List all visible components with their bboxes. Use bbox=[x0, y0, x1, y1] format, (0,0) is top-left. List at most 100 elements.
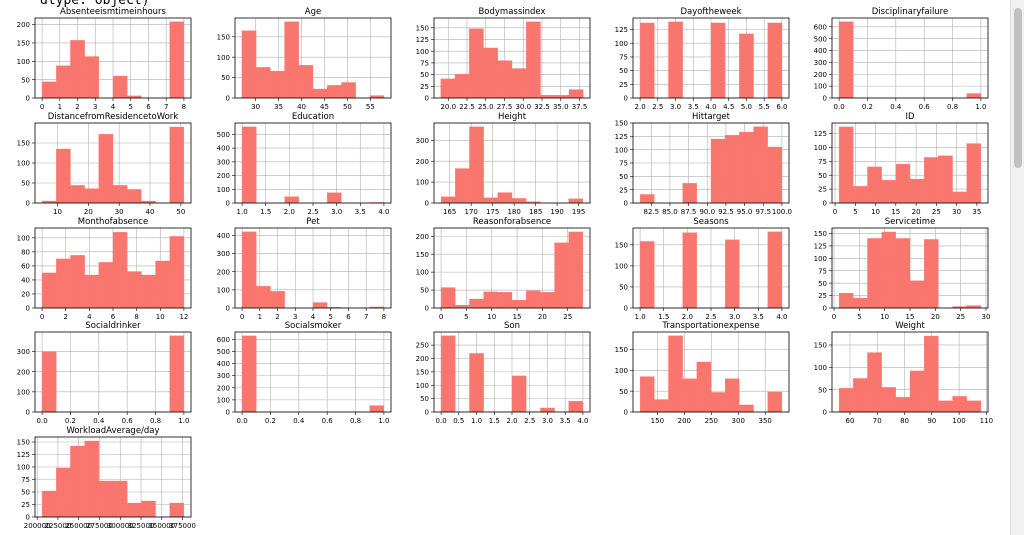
plot-frame bbox=[34, 436, 192, 518]
scrollbar-thumb[interactable] bbox=[1014, 8, 1022, 168]
x-tick-label: 0.0 bbox=[37, 417, 48, 425]
y-tick-label: 0 bbox=[226, 409, 230, 417]
histogram-bar bbox=[56, 467, 71, 518]
y-tick-label: 50 bbox=[420, 395, 429, 403]
x-tick-label: 25 bbox=[932, 208, 941, 216]
y-tick-label: 25 bbox=[818, 292, 827, 300]
x-tick-label: 3.0 bbox=[670, 103, 681, 111]
histogram-bar bbox=[56, 258, 71, 309]
x-tick-label: 200000 bbox=[24, 522, 51, 530]
histogram-bar bbox=[84, 188, 99, 204]
x-tick-label: 325000 bbox=[128, 522, 155, 530]
histogram-bar bbox=[767, 22, 783, 99]
histogram-bar bbox=[767, 146, 783, 204]
y-tick-label: 100 bbox=[615, 262, 628, 270]
y-tick-label: 50 bbox=[818, 280, 827, 288]
y-tick-label: 200 bbox=[17, 368, 30, 376]
x-tick-label: 30 bbox=[952, 208, 961, 216]
histogram-bar bbox=[838, 292, 854, 309]
x-tick-label: 6.0 bbox=[776, 103, 787, 111]
y-tick-label: 0 bbox=[425, 200, 429, 208]
y-tick-label: 100 bbox=[814, 144, 827, 152]
histogram-bar bbox=[526, 21, 541, 99]
y-tick-label: 100 bbox=[217, 54, 230, 62]
x-tick-label: 2.0 bbox=[284, 208, 295, 216]
y-tick-label: 25 bbox=[619, 81, 628, 89]
y-tick-label: 150 bbox=[17, 40, 30, 48]
y-tick-label: 300 bbox=[217, 250, 230, 258]
chart-title: Pet bbox=[306, 217, 320, 227]
x-tick-label: 0.2 bbox=[65, 417, 76, 425]
histogram-bar bbox=[312, 302, 328, 309]
y-tick-label: 80 bbox=[21, 248, 30, 256]
x-tick-label: 0.4 bbox=[293, 417, 305, 425]
vertical-scrollbar[interactable] bbox=[1010, 0, 1024, 535]
x-tick-label: 60 bbox=[846, 417, 855, 425]
x-tick-label: 1.5 bbox=[658, 313, 669, 321]
histogram-pet: 0 100 200 300 400 0 1 2 3 4 5 6 7 8 Pet bbox=[217, 217, 392, 321]
histogram-bar bbox=[241, 231, 257, 309]
y-tick-label: 125 bbox=[416, 36, 429, 44]
x-tick-label: 1 bbox=[58, 103, 62, 111]
y-tick-label: 150 bbox=[814, 230, 827, 238]
y-tick-label: 50 bbox=[21, 76, 30, 84]
y-tick-label: 100 bbox=[814, 255, 827, 263]
x-tick-label: 0.0 bbox=[237, 417, 248, 425]
plot-frame bbox=[433, 227, 591, 309]
x-tick-label: 97.5 bbox=[755, 208, 771, 216]
histogram-bar bbox=[895, 163, 911, 204]
x-tick-label: 35 bbox=[972, 208, 981, 216]
y-tick-label: 0 bbox=[26, 305, 30, 313]
plot-area bbox=[35, 332, 191, 412]
y-tick-label: 100 bbox=[416, 269, 429, 277]
histogram-bar bbox=[867, 238, 882, 309]
x-tick-label: 1.5 bbox=[260, 208, 271, 216]
x-tick-label: 27.5 bbox=[497, 103, 513, 111]
x-tick-label: 0.6 bbox=[122, 417, 134, 425]
histogram-bar bbox=[454, 73, 470, 99]
plot-area bbox=[235, 332, 391, 412]
plot-frame bbox=[831, 17, 989, 99]
x-tick-label: 40 bbox=[297, 103, 306, 111]
y-tick-label: 150 bbox=[217, 33, 230, 41]
histogram-bar bbox=[739, 404, 754, 413]
histogram-bar bbox=[952, 396, 967, 413]
x-tick-label: 20 bbox=[912, 208, 921, 216]
histogram-bar bbox=[725, 239, 740, 309]
histogram-bar bbox=[112, 75, 128, 99]
histogram-servicetime: 0 25 50 75 100 125 150 0 5 10 15 20 25 30 Servicetime bbox=[814, 217, 991, 321]
x-tick-label: 80 bbox=[900, 417, 909, 425]
histogram-bar bbox=[497, 192, 513, 204]
x-tick-label: 0.8 bbox=[350, 417, 361, 425]
histogram-bar bbox=[98, 480, 114, 518]
y-tick-label: 600 bbox=[217, 336, 230, 344]
histogram-bar bbox=[98, 134, 114, 204]
x-tick-label: 375000 bbox=[169, 522, 196, 530]
x-tick-label: 10 bbox=[880, 313, 889, 321]
x-tick-label: 15 bbox=[513, 313, 522, 321]
x-tick-label: 7 bbox=[164, 103, 168, 111]
y-tick-label: 100 bbox=[17, 234, 30, 242]
y-tick-label: 150 bbox=[814, 342, 827, 350]
x-tick-label: 3.0 bbox=[331, 208, 342, 216]
y-tick-label: 200 bbox=[17, 21, 30, 29]
chart-title: Monthofabsence bbox=[78, 217, 148, 227]
histogram-bar bbox=[327, 85, 342, 99]
x-tick-label: 3.5 bbox=[753, 313, 764, 321]
x-tick-label: 3.5 bbox=[560, 417, 571, 425]
x-tick-label: 6 bbox=[346, 313, 351, 321]
y-tick-label: 100 bbox=[17, 160, 30, 168]
x-tick-label: 2.0 bbox=[635, 103, 646, 111]
y-tick-label: 50 bbox=[818, 386, 827, 394]
histogram-bar bbox=[127, 271, 142, 309]
x-tick-label: 55 bbox=[366, 103, 375, 111]
histogram-bar bbox=[56, 148, 71, 204]
y-tick-label: 500 bbox=[217, 131, 230, 139]
x-tick-label: 1 bbox=[258, 313, 262, 321]
x-tick-label: 180 bbox=[507, 208, 520, 216]
histogram-bar bbox=[838, 21, 854, 99]
x-tick-label: 1.0 bbox=[471, 417, 482, 425]
y-tick-label: 125 bbox=[814, 242, 827, 250]
histogram-bar bbox=[270, 291, 285, 309]
histogram-bar bbox=[654, 399, 669, 413]
